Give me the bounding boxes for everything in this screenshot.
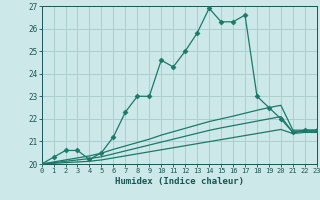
X-axis label: Humidex (Indice chaleur): Humidex (Indice chaleur)	[115, 177, 244, 186]
